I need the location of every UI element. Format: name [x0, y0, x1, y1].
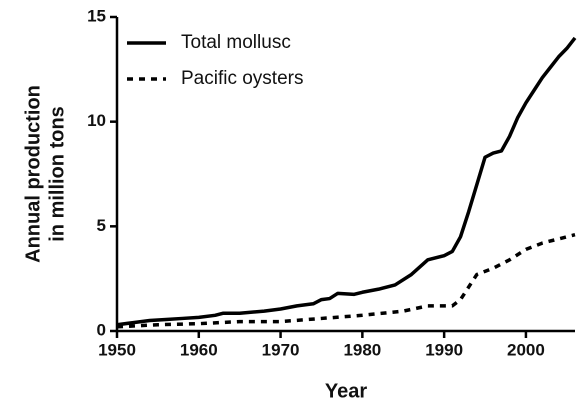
y-axis-label: Annual production	[22, 85, 44, 263]
x-tick-label: 1990	[425, 340, 463, 359]
legend-label: Pacific oysters	[181, 68, 303, 89]
x-tick-label: 1970	[262, 340, 300, 359]
legend-label: Total mollusc	[181, 32, 291, 53]
x-tick-label: 1960	[180, 340, 218, 359]
x-tick-label: 2000	[507, 340, 545, 359]
x-tick-label: 1950	[98, 340, 136, 359]
y-tick-label: 10	[87, 111, 106, 130]
x-tick-label: 1980	[343, 340, 381, 359]
y-tick-label: 0	[97, 320, 106, 339]
y-axis-label: in million tons	[46, 106, 68, 242]
line-series	[116, 36, 577, 327]
x-axis-label: Year	[325, 380, 367, 402]
y-tick-label: 15	[87, 6, 106, 25]
line-series	[116, 233, 576, 329]
y-tick-label: 5	[97, 216, 106, 235]
